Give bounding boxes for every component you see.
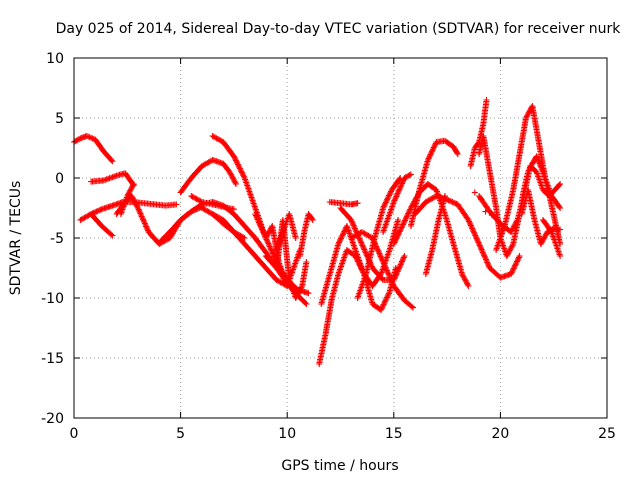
- y-axis-label: SDTVAR / TECUs: [8, 181, 24, 296]
- x-tick-label: 25: [598, 426, 616, 442]
- y-tick-label: -20: [41, 411, 64, 427]
- axes: 0 5 10 15 20 25 -20 -15 -10 -5 0 5 10: [41, 51, 616, 442]
- data-series-arc-26: [412, 193, 523, 281]
- data-series-arc-34: [540, 217, 564, 259]
- data-series-arc-21: [348, 229, 416, 311]
- data-series-scatter-extra: [471, 189, 495, 219]
- data-series-arc-27: [422, 193, 448, 277]
- y-tick-label: 10: [46, 51, 64, 67]
- x-tick-label: 0: [70, 426, 79, 442]
- data-series-arc-10: [188, 193, 237, 213]
- data-series-arc-06: [117, 181, 137, 217]
- data-series-arc-08: [177, 157, 239, 196]
- y-tick-label: -5: [50, 231, 64, 247]
- data-series-arc-15: [273, 211, 299, 253]
- x-tick-label: 15: [385, 426, 403, 442]
- y-tick-label: 5: [55, 111, 64, 127]
- y-tick-label: -10: [41, 291, 64, 307]
- data-series-arc-12: [209, 211, 248, 241]
- x-axis-label: GPS time / hours: [281, 458, 398, 474]
- x-tick-label: 5: [176, 426, 185, 442]
- data-series-arc-04: [88, 170, 137, 189]
- x-tick-label: 20: [491, 426, 509, 442]
- y-tick-label: 0: [55, 171, 64, 187]
- data-markers: [71, 97, 564, 367]
- data-series-arc-19: [326, 199, 361, 208]
- data-series-arc-31: [493, 103, 564, 253]
- x-tick-label: 10: [278, 426, 296, 442]
- data-series-arc-23: [380, 171, 414, 235]
- y-tick-label: -15: [41, 351, 64, 367]
- data-series-arc-16: [297, 211, 316, 259]
- data-series-arc-22: [354, 175, 404, 301]
- chart-title: Day 025 of 2014, Sidereal Day-to-day VTE…: [56, 21, 622, 37]
